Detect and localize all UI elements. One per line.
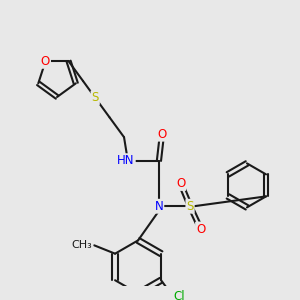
Text: Cl: Cl: [174, 290, 185, 300]
Text: N: N: [154, 200, 163, 213]
Text: CH₃: CH₃: [72, 240, 92, 250]
Text: HN: HN: [117, 154, 135, 167]
Text: O: O: [176, 177, 185, 190]
Text: O: O: [196, 223, 205, 236]
Text: S: S: [186, 200, 194, 213]
Text: S: S: [92, 91, 99, 104]
Text: O: O: [41, 55, 50, 68]
Text: O: O: [158, 128, 166, 141]
